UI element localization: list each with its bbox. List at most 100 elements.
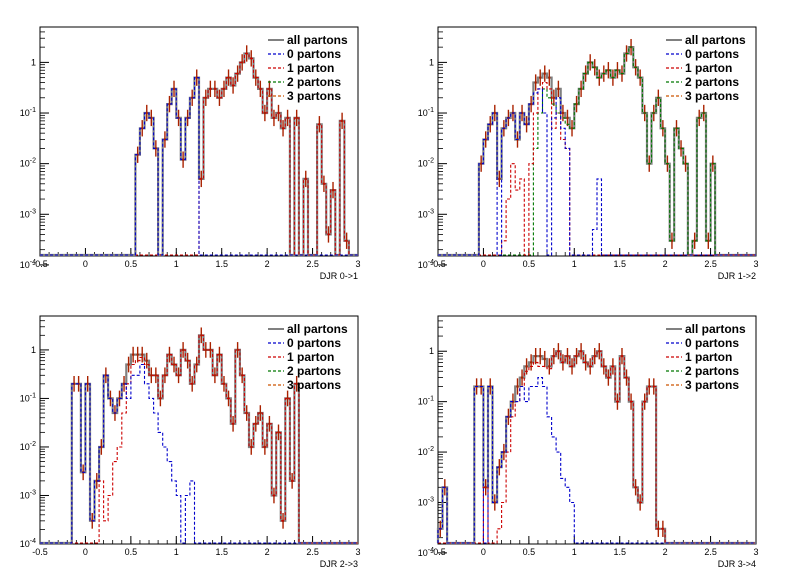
data-point xyxy=(127,363,130,366)
data-point xyxy=(181,158,185,161)
legend-label: 3 partons xyxy=(685,378,739,392)
x-tick-label: 2.5 xyxy=(306,259,319,269)
data-point xyxy=(684,162,687,165)
data-point xyxy=(575,102,578,106)
x-tick-label: 0 xyxy=(481,259,486,269)
x-tick-label: 2 xyxy=(265,259,270,269)
data-point xyxy=(479,162,483,165)
data-point xyxy=(240,61,244,64)
y-tick-label: 10-4 xyxy=(20,259,36,270)
legend-label: 0 partons xyxy=(685,47,739,61)
data-point xyxy=(163,138,167,141)
y-tick-label: 10-1 xyxy=(418,396,434,407)
data-point xyxy=(566,116,569,120)
plot-frame xyxy=(437,315,757,545)
data-point xyxy=(529,102,533,106)
x-tick-label: 1.5 xyxy=(215,259,228,269)
y-tick-label: 10-2 xyxy=(20,158,36,169)
series-one-histogram xyxy=(438,350,756,544)
x-tick-label: -0.5 xyxy=(32,547,48,557)
series-two-histogram xyxy=(438,46,756,256)
legend-label: 2 partons xyxy=(685,364,739,378)
y-tick-label: 10-1 xyxy=(20,107,36,118)
data-point xyxy=(548,76,551,79)
data-point xyxy=(295,116,298,120)
data-point xyxy=(209,348,212,352)
data-point xyxy=(548,365,551,368)
y-tick-label: 10-4 xyxy=(20,538,36,549)
data-point xyxy=(254,76,257,79)
data-point xyxy=(204,96,208,99)
legend-label: 1 parton xyxy=(685,350,732,364)
data-point xyxy=(154,147,158,150)
x-tick-label: -0.5 xyxy=(32,259,48,269)
data-point xyxy=(707,239,710,242)
data-point xyxy=(218,353,221,356)
data-point xyxy=(218,96,221,99)
legend-label: 2 partons xyxy=(685,75,739,89)
data-point xyxy=(141,127,144,130)
data-point xyxy=(489,385,492,388)
x-axis-label: DJR 0->1 xyxy=(320,271,358,281)
y-tick-label: 10-4 xyxy=(418,259,434,270)
data-point xyxy=(141,353,144,356)
data-point xyxy=(529,361,533,364)
data-point xyxy=(154,374,158,377)
data-point xyxy=(168,102,171,106)
x-tick-label: -0.5 xyxy=(430,547,446,557)
data-point xyxy=(72,382,76,386)
histogram-panel-4: -0.5 0 0.5 1 1.5 2 2.5 3 10-4 10-3 10-2 10-1 1 DJR 3-… xyxy=(418,315,759,569)
data-point xyxy=(172,363,176,366)
data-point xyxy=(177,374,180,377)
legend-label: all partons xyxy=(287,33,348,47)
x-tick-label: 0 xyxy=(83,547,88,557)
legend-label: 2 partons xyxy=(287,364,341,378)
legend-label: 2 partons xyxy=(287,75,341,89)
data-point xyxy=(534,81,537,84)
data-point xyxy=(190,96,194,99)
data-point xyxy=(204,348,208,352)
data-point xyxy=(286,397,289,400)
x-tick-label: 0.5 xyxy=(523,259,536,269)
x-tick-label: 1 xyxy=(174,259,179,269)
y-tick-label: 10-3 xyxy=(20,489,36,500)
legend-label: all partons xyxy=(685,322,746,336)
data-point xyxy=(168,353,171,356)
histogram-panel-1: -0.5 0 0.5 1 1.5 2 2.5 3 10-4 10-3 10-2 10-1 1 DJR 0-… xyxy=(20,26,361,281)
data-point xyxy=(186,359,189,362)
data-point xyxy=(498,177,501,181)
data-point xyxy=(520,376,524,379)
x-tick-label: 0 xyxy=(83,259,88,269)
x-tick-label: 0.5 xyxy=(523,547,536,557)
data-point xyxy=(561,111,565,115)
legend-label: 3 partons xyxy=(685,89,739,103)
x-tick-label: 0 xyxy=(481,547,486,557)
x-tick-label: 2.5 xyxy=(704,259,717,269)
y-tick-label: 1 xyxy=(31,57,36,67)
data-point xyxy=(145,359,148,362)
data-point xyxy=(181,348,185,352)
x-axis-label: DJR 3->4 xyxy=(718,559,756,569)
data-point xyxy=(502,450,506,454)
histogram-panel-3: -0.5 0 0.5 1 1.5 2 2.5 3 10-4 10-3 10-2 10-1 1 DJR 2-… xyxy=(20,315,361,569)
data-point xyxy=(172,87,176,91)
legend-label: 1 parton xyxy=(287,350,334,364)
data-point xyxy=(163,374,167,377)
x-tick-label: 1.5 xyxy=(613,547,626,557)
data-point xyxy=(670,239,674,242)
series-zero-histogram xyxy=(438,88,756,256)
data-point xyxy=(213,374,217,377)
plot-frame xyxy=(39,26,359,257)
data-point xyxy=(268,87,271,91)
y-tick-label: 10-2 xyxy=(20,441,36,452)
y-tick-label: 1 xyxy=(429,346,434,356)
data-point xyxy=(543,72,546,75)
legend-label: all partons xyxy=(287,322,348,336)
y-tick-label: 10-1 xyxy=(418,107,434,118)
legend-label: 0 partons xyxy=(287,336,341,350)
data-point xyxy=(570,127,574,130)
data-point xyxy=(539,76,542,79)
data-point xyxy=(104,374,108,377)
series-zero-histogram xyxy=(40,363,358,544)
data-point xyxy=(588,61,592,64)
